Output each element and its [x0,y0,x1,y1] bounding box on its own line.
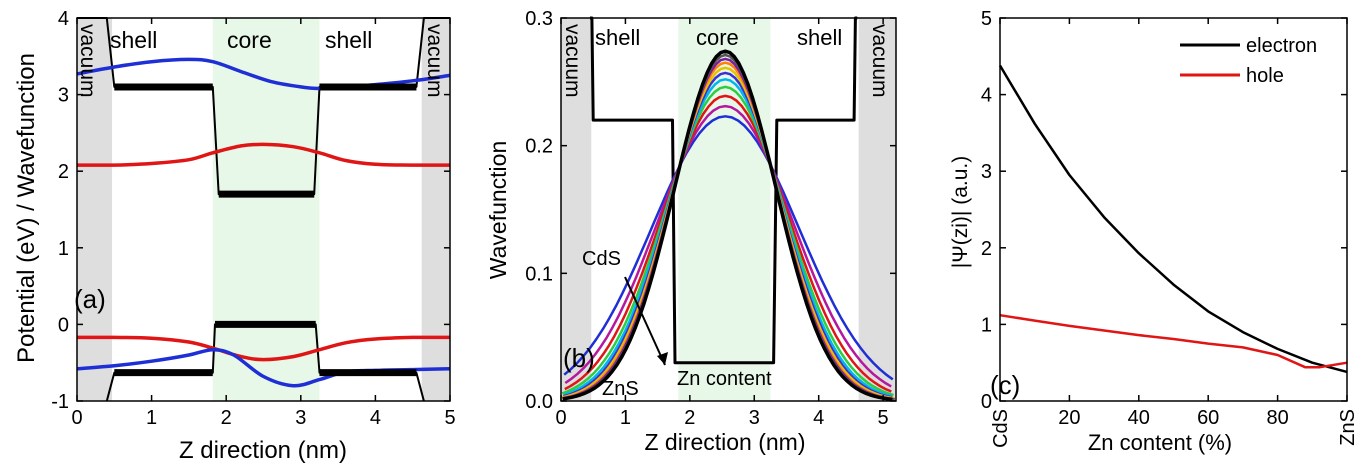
panel-b-xtick-label: 4 [813,407,824,429]
panel-a-shell-right-label: shell [325,27,372,53]
panel-a-ylabel: Potential (eV) / Wavefunction [13,53,40,363]
panel-a-core-region [212,18,320,401]
panel-b-xtick-label: 0 [555,407,566,429]
panel-b-frame [560,17,897,402]
panel-a-shell-left-label: shell [110,27,157,53]
panel-a-vacuum-right-label: vacuum [423,24,446,98]
panel-a-letter: (a) [74,284,106,314]
panel-c-xtick-label: 80 [1266,407,1288,429]
panel-b-letter: (b) [563,343,595,373]
panel-a-xtick-label: 3 [295,407,306,429]
panel-c-series [998,64,1348,374]
panel-a-wavefunction-line [76,335,451,362]
panel-b-arrow-head [657,352,668,365]
panel-b-xtick-label: 1 [620,407,631,429]
panel-c-xtick-label: ZnS [1337,409,1359,446]
panel-c-legend: electron hole [1180,35,1317,87]
panel-a-vacuum-left-label: vacuum [76,24,99,98]
panel-a-xtick-label: 4 [370,407,381,429]
panel-a-regions [77,18,450,401]
panel-b-ytick-label: 0.1 [525,263,553,285]
panel-b-end-label: ZnS [602,378,639,400]
panel-b-arrow-line [624,276,666,366]
panel-a-xtick-label: 0 [71,407,82,429]
legend-electron-label: electron [1246,35,1317,57]
panel-a-ytick-label: 4 [58,8,69,30]
panel-b-regions [561,18,896,401]
panel-a-core-label: core [227,27,272,53]
panel-b-wavefunction-line [563,115,894,381]
panel-b-xtick-label: 5 [878,407,889,429]
panel-b-vacuum-right-label: vacuum [868,24,891,98]
panel-a-ytick-label: 1 [58,238,69,260]
panel-c-ytick-label: 5 [981,8,992,30]
panel-c-xtick-label: 40 [1128,407,1150,429]
panel-a-ytick-label: 3 [58,85,69,107]
panel-b-xtick-label: 3 [749,407,760,429]
panel-c-xtick-label: 60 [1197,407,1219,429]
panel-b-core-region [678,18,771,401]
panel-b-wavefunction-line [564,104,892,388]
panel-b-arrow-label: Zn content [677,368,772,390]
panel-b-series [561,16,895,402]
panel-b: 0 1 2 3 4 5 0.0 0.1 0.2 0.3 shell core shell vacu… [485,8,897,455]
panel-b-ticks: 0 1 2 3 4 5 0.0 0.1 0.2 0.3 [525,8,896,429]
panel-b-xlabel: Z direction (nm) [644,429,805,455]
panel-b-vacuum-left-region [561,18,592,401]
panel-b-xtick-label: 2 [684,407,695,429]
panel-c-ylabel: |Ψ(zi)| (a.u.) [949,156,972,268]
panel-c-letter: (c) [990,370,1020,400]
panel-a-xtick-label: 2 [221,407,232,429]
panel-b-wavefunction-line [562,49,893,402]
panel-b-ylabel: Wavefunction [485,141,511,280]
panel-b-start-label: CdS [582,248,621,270]
panel-c-frame [999,17,1348,402]
panel-c-hole-line [999,313,1348,369]
panel-c: CdS 20 40 60 80 ZnS 0 1 2 3 4 5 electron hole (c) Z… [949,8,1359,455]
panel-c-ytick-label: 4 [981,85,992,107]
panel-b-ytick-label: 0.0 [525,391,553,413]
panel-b-shell-left-label: shell [595,25,640,50]
panel-c-ytick-label: 2 [981,238,992,260]
panel-b-wavefunction-line [563,78,893,398]
panel-b-vacuum-left-label: vacuum [561,24,584,98]
panel-b-potential-line [590,16,858,365]
panel-a-xlabel: Z direction (nm) [179,437,347,464]
panel-c-xtick-label: 20 [1058,407,1080,429]
panel-a-series [76,17,451,402]
panel-a-ytick-label: 0 [58,314,69,336]
panel-a-ytick-label: -1 [51,391,69,413]
panel-c-ytick-label: 3 [981,161,992,183]
panel-b-ytick-label: 0.3 [525,8,553,30]
panel-b-shell-right-label: shell [797,25,842,50]
panel-c-ytick-label: 0 [981,391,992,413]
panel-c-ticks: CdS 20 40 60 80 ZnS 0 1 2 3 4 5 [981,8,1359,448]
panel-b-wavefunction-line [561,66,894,400]
panel-a-ytick-label: 2 [58,161,69,183]
panel-b-vacuum-right-region [858,18,896,401]
panel-a-frame [76,17,451,402]
panel-c-xtick-label: CdS [990,409,1012,448]
panel-b-core-label: core [696,25,739,50]
panel-a-xtick-label: 5 [444,407,455,429]
panel-b-ytick-label: 0.2 [525,136,553,158]
panel-b-wavefunction-line [562,71,893,399]
panel-c-electron-line [998,64,1348,374]
panel-a-xtick-label: 1 [146,407,157,429]
panel-c-ytick-label: 1 [981,314,992,336]
panel-b-wavefunction-line [564,94,892,393]
panel-a-wavefunction-line [76,142,451,167]
panel-c-xlabel: Zn content (%) [1088,430,1232,455]
panel-b-wavefunction-line [561,85,894,397]
legend-hole-label: hole [1246,65,1284,87]
